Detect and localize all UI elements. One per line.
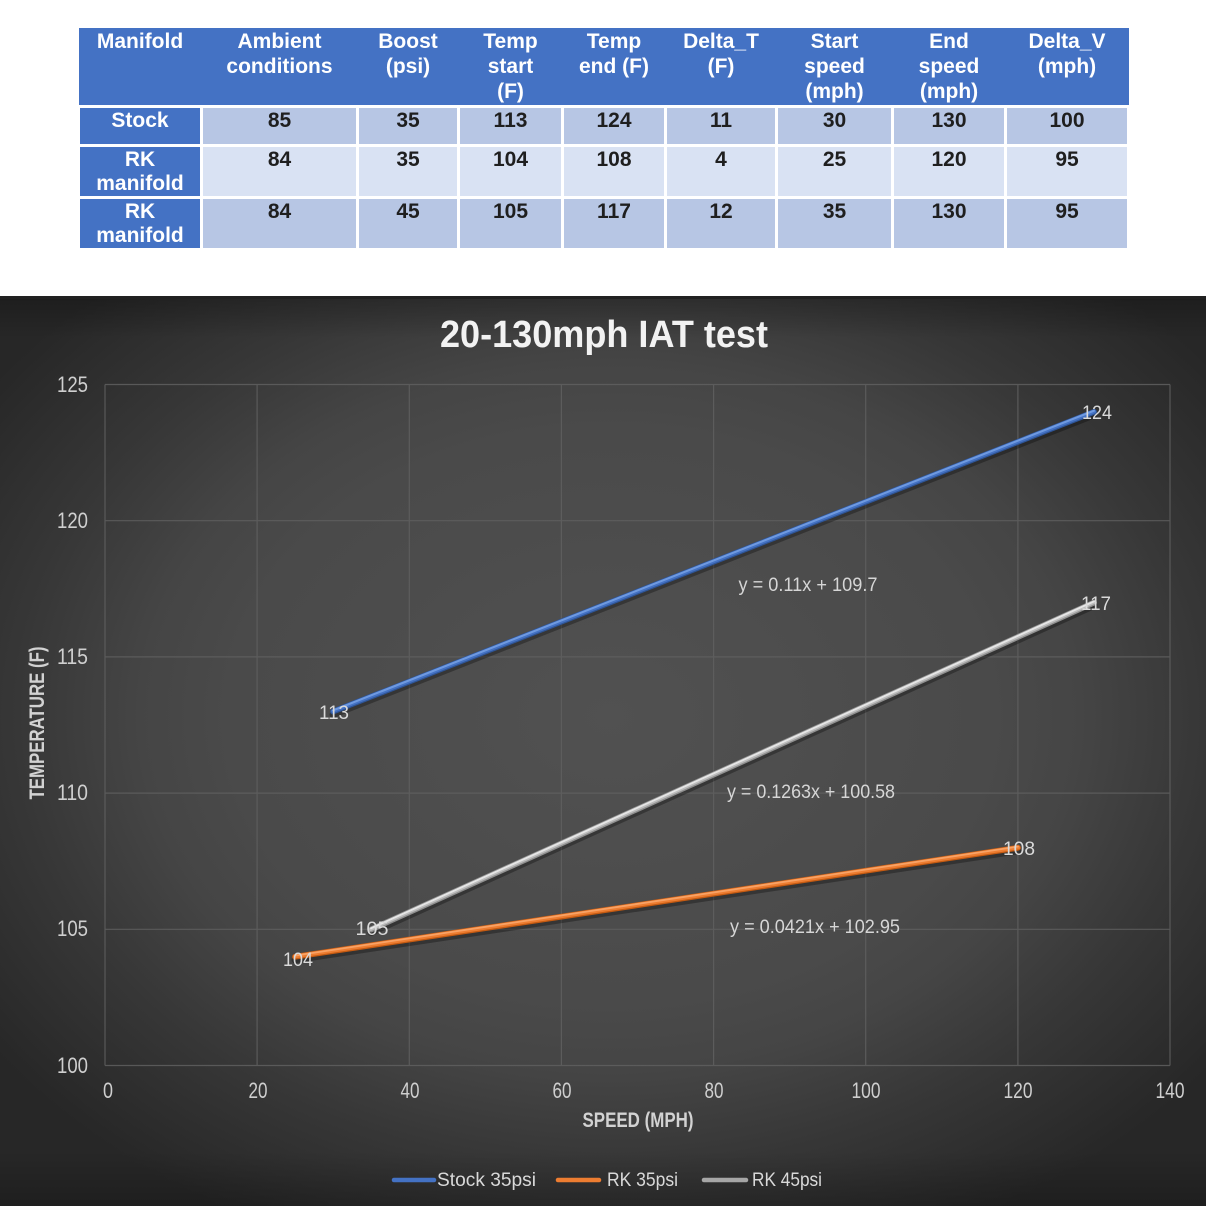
svg-text:100: 100 [852, 1078, 881, 1103]
svg-text:80: 80 [705, 1078, 724, 1103]
svg-text:RK 45psi: RK 45psi [752, 1170, 822, 1191]
svg-text:y = 0.0421x + 102.95: y = 0.0421x + 102.95 [730, 917, 900, 938]
svg-text:y = 0.1263x + 100.58: y = 0.1263x + 100.58 [727, 782, 895, 803]
svg-text:SPEED (MPH): SPEED (MPH) [583, 1109, 694, 1132]
svg-text:117: 117 [1081, 594, 1111, 615]
svg-text:TEMPERATURE (F): TEMPERATURE (F) [26, 647, 49, 800]
svg-text:108: 108 [1003, 839, 1035, 860]
svg-text:104: 104 [283, 950, 313, 971]
svg-text:100: 100 [57, 1053, 88, 1078]
svg-text:20: 20 [249, 1078, 268, 1103]
svg-text:y = 0.11x + 109.7: y = 0.11x + 109.7 [739, 575, 878, 596]
svg-text:115: 115 [57, 644, 88, 669]
svg-text:140: 140 [1156, 1078, 1185, 1103]
svg-text:105: 105 [57, 916, 88, 941]
svg-text:Stock 35psi: Stock 35psi [437, 1170, 536, 1191]
svg-text:0: 0 [103, 1078, 113, 1103]
svg-text:RK 35psi: RK 35psi [607, 1170, 678, 1191]
svg-text:120: 120 [57, 508, 88, 533]
svg-text:20-130mph IAT test: 20-130mph IAT test [440, 314, 768, 356]
svg-text:110: 110 [57, 780, 88, 805]
svg-text:120: 120 [1004, 1078, 1033, 1103]
svg-text:124: 124 [1082, 403, 1112, 424]
svg-text:40: 40 [401, 1078, 420, 1103]
svg-text:60: 60 [553, 1078, 572, 1103]
svg-text:113: 113 [319, 703, 349, 724]
svg-text:125: 125 [57, 372, 88, 397]
svg-text:105: 105 [356, 919, 389, 940]
